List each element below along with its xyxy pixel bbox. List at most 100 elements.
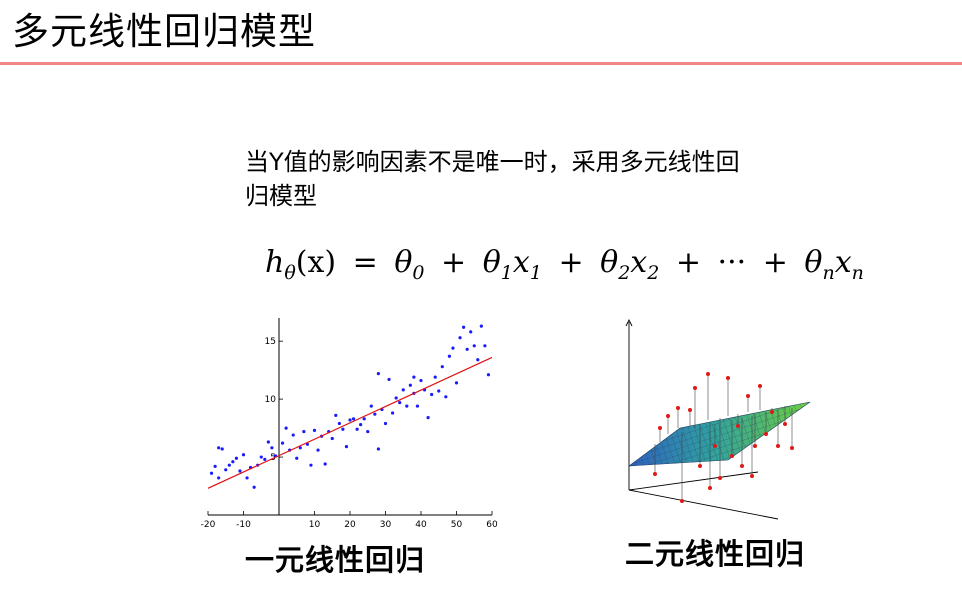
data-point [469, 330, 473, 334]
sample-point [753, 444, 757, 448]
data-point [238, 469, 242, 473]
x-tick-label: 60 [486, 520, 498, 530]
sample-point [706, 372, 710, 376]
data-point [227, 463, 231, 467]
data-point [330, 436, 334, 441]
data-point [465, 347, 469, 351]
data-point [344, 445, 349, 449]
formula-dots: ··· [717, 245, 747, 280]
hypothesis-formula: hθ(x) = θ0 + θ1x1 + θ2x2 + ··· + θnxn [265, 245, 864, 284]
data-point [359, 423, 363, 427]
y-tick-label: 10 [265, 395, 277, 405]
sample-point [698, 464, 702, 468]
sample-point [736, 424, 740, 428]
sample-point [740, 464, 744, 468]
x-tick-label: 40 [415, 520, 427, 530]
body-text: 当Y值的影响因素不是唯一时，采用多元线性回 归模型 [245, 145, 845, 213]
data-point [376, 372, 380, 376]
data-point [220, 447, 224, 451]
data-point [366, 429, 370, 434]
sample-point [730, 454, 734, 458]
formula-h-sub: θ [284, 262, 296, 284]
data-point [323, 462, 327, 466]
data-point [408, 383, 412, 387]
data-point [387, 377, 391, 382]
sample-point [746, 394, 750, 398]
data-point [316, 448, 320, 452]
formula-thetan-sub: n [822, 262, 835, 284]
y-tick-label: 15 [265, 337, 276, 347]
data-point [259, 455, 263, 459]
data-point [451, 346, 455, 350]
sample-point [666, 414, 670, 418]
data-point [369, 404, 373, 408]
data-point [398, 400, 402, 405]
data-point [284, 426, 288, 430]
x-tick-label: 20 [344, 520, 356, 530]
data-point [483, 344, 487, 348]
data-point [401, 388, 405, 392]
data-point [348, 418, 352, 422]
data-point [224, 468, 228, 472]
data-point [476, 358, 480, 362]
body-text-line-1: 当Y值的影响因素不是唯一时，采用多元线性回 [245, 148, 740, 176]
data-point [394, 396, 398, 400]
data-point [213, 464, 217, 468]
data-point [309, 463, 313, 467]
data-point [426, 416, 430, 420]
data-point [217, 476, 221, 480]
data-point [419, 378, 423, 383]
formula-theta1-sub: 1 [500, 262, 513, 284]
data-point [454, 381, 459, 385]
formula-plus-4: + [762, 245, 788, 280]
data-point [245, 476, 249, 480]
data-point [440, 365, 444, 369]
x-tick-label: 10 [309, 520, 321, 530]
plane-axes [625, 318, 779, 520]
data-point [391, 411, 395, 415]
data-point [263, 457, 267, 461]
x-tick-label: -10 [236, 520, 251, 530]
sample-point [718, 476, 722, 480]
data-point [412, 375, 416, 379]
data-point [209, 471, 214, 475]
sample-point [750, 474, 754, 478]
sample-point [708, 486, 712, 490]
data-point [351, 417, 356, 421]
data-point [415, 404, 420, 408]
formula-theta2-sub: 2 [618, 262, 631, 284]
formula-x1-sub: 1 [529, 262, 542, 284]
data-point [302, 429, 306, 434]
formula-thetan: θ [804, 245, 823, 280]
data-point [295, 456, 299, 460]
data-point [479, 324, 483, 328]
data-point [334, 413, 338, 417]
data-point [430, 392, 434, 397]
sample-point [653, 472, 657, 476]
regression-plane-mesh [629, 402, 810, 466]
data-point [383, 421, 388, 426]
data-point [355, 427, 359, 431]
formula-x2: x [630, 245, 648, 280]
data-point [458, 336, 462, 340]
data-point [234, 456, 238, 460]
formula-theta1: θ [482, 245, 501, 280]
data-point [376, 447, 380, 451]
sample-point [688, 408, 692, 412]
data-point [433, 375, 437, 379]
x-tick-label: 50 [451, 520, 463, 530]
data-point [280, 441, 285, 445]
sample-point [776, 444, 780, 448]
sample-point [680, 499, 684, 503]
formula-theta2: θ [600, 245, 619, 280]
formula-xn: x [834, 245, 852, 280]
sample-point [726, 376, 730, 380]
slide-title: 多元线性回归模型 [12, 10, 316, 53]
data-point [462, 325, 466, 329]
data-point [291, 433, 295, 437]
regression-line [207, 356, 493, 489]
simple-regression-scatter: -20-1010203040506051015 [201, 318, 498, 530]
data-point [252, 485, 256, 489]
data-point [405, 404, 409, 408]
sample-point [770, 410, 774, 414]
